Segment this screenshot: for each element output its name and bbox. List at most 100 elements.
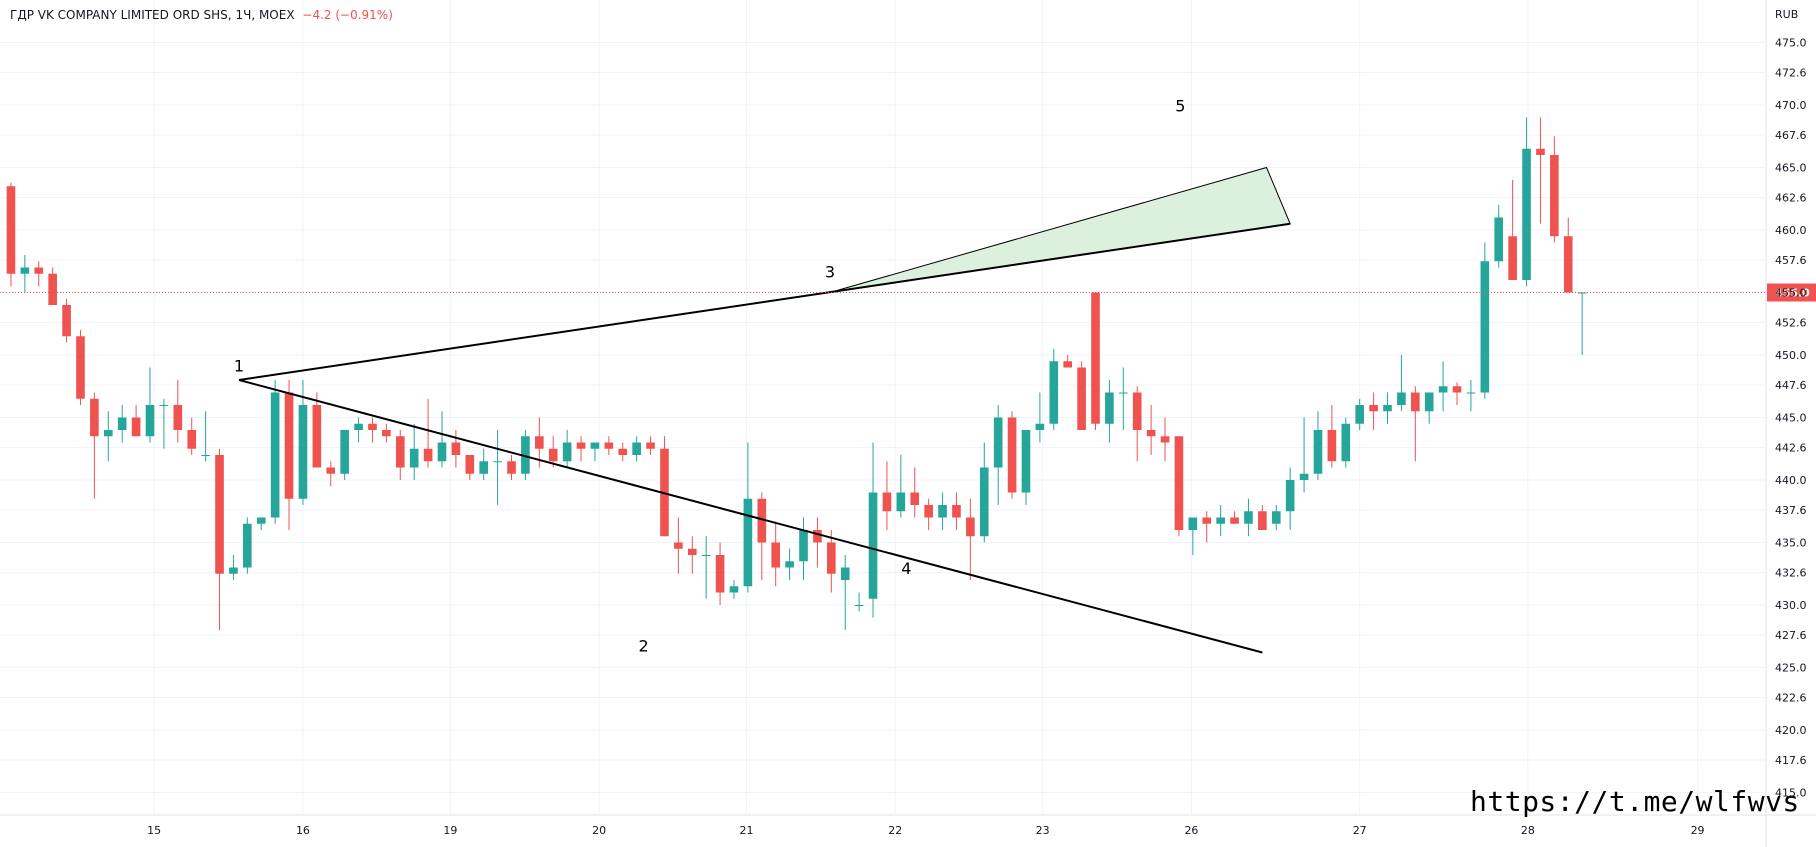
candle-body — [535, 436, 544, 449]
price-change: −4.2 (−0.91%) — [302, 8, 393, 22]
candle-body — [827, 542, 836, 574]
time-tick-label: 22 — [888, 824, 902, 837]
candle-body — [1174, 436, 1184, 530]
candle-body — [20, 267, 30, 274]
price-tick-label: 467.6 — [1775, 129, 1807, 142]
candle-body — [1035, 423, 1045, 430]
candle-body — [1327, 430, 1337, 462]
wave-label: 2 — [639, 636, 649, 655]
price-tick-label: 430.0 — [1775, 599, 1807, 612]
candle-body — [799, 530, 808, 562]
candle-body — [1160, 436, 1170, 443]
time-tick-label: 20 — [592, 824, 606, 837]
candle-body — [1271, 511, 1281, 524]
candle-body — [813, 530, 822, 543]
candle-body — [1355, 405, 1364, 424]
price-tick-label: 455.0 — [1775, 287, 1807, 300]
wave-label: 4 — [901, 559, 911, 578]
candle-body — [256, 517, 266, 524]
candle-body — [507, 461, 516, 474]
candle-body — [882, 492, 892, 512]
candle-body — [757, 498, 767, 543]
wave-label: 3 — [825, 263, 835, 282]
candle-body — [1313, 430, 1323, 474]
candle-body — [632, 442, 641, 455]
candle-body — [854, 605, 864, 606]
candle-body — [729, 586, 739, 593]
candle-body — [145, 405, 155, 437]
candle-body — [1021, 430, 1031, 493]
time-tick-label: 26 — [1184, 824, 1198, 837]
trendline — [238, 379, 1263, 654]
trendlines — [238, 222, 1291, 654]
candle-body — [1452, 386, 1462, 393]
price-tick-label: 470.0 — [1775, 99, 1807, 112]
candle-body — [173, 405, 183, 430]
wave-labels: 1 2 3 4 5 — [234, 96, 1186, 655]
candle-body — [910, 492, 920, 505]
candle-body — [548, 448, 558, 462]
candle-body — [674, 542, 683, 549]
wave-label: 5 — [1175, 96, 1185, 115]
candle-body — [1341, 423, 1351, 462]
candle-body — [117, 417, 127, 430]
time-tick-label: 23 — [1036, 824, 1050, 837]
candle-body — [1063, 361, 1073, 368]
candle-body — [993, 417, 1003, 468]
price-tick-label: 437.6 — [1775, 504, 1807, 517]
price-axis[interactable]: 475.0 472.6 470.0 467.6 465.0 462.6 460.0 457.6… — [1775, 8, 1807, 800]
currency-label: RUB — [1775, 8, 1798, 21]
candle-body — [1216, 517, 1225, 524]
candle-body — [1299, 473, 1309, 480]
candle-body — [701, 555, 711, 556]
candle-body — [938, 505, 947, 518]
candle-body — [1536, 148, 1545, 155]
candle-body — [1091, 292, 1100, 424]
price-tick-label: 472.6 — [1775, 67, 1807, 80]
symbol-name: ГДР VK COMPANY LIMITED ORD SHS — [10, 8, 228, 22]
candle-body — [382, 430, 391, 437]
candle-body — [354, 423, 363, 430]
candle-body — [896, 492, 906, 512]
price-tick-label: 445.0 — [1775, 412, 1807, 425]
candle-body — [1563, 236, 1573, 293]
candle-body — [743, 498, 753, 587]
candle-body — [715, 555, 725, 593]
candle-body — [1077, 367, 1086, 430]
price-tick-label: 420.0 — [1775, 724, 1807, 737]
time-tick-label: 27 — [1353, 824, 1367, 837]
candle-body — [1410, 392, 1420, 412]
candle-body — [493, 461, 502, 463]
price-tick-label: 457.6 — [1775, 254, 1807, 267]
candle-body — [1244, 511, 1253, 524]
time-tick-label: 29 — [1691, 824, 1705, 837]
candle-body — [479, 461, 489, 474]
price-tick-label: 427.6 — [1775, 629, 1807, 642]
price-tick-label: 417.6 — [1775, 754, 1807, 767]
candle-body — [1494, 217, 1504, 262]
time-axis[interactable]: 15 16 19 20 21 22 23 26 27 28 29 — [147, 824, 1704, 837]
candle-body — [48, 273, 57, 305]
price-tick-label: 432.6 — [1775, 567, 1807, 580]
price-tick-label: 425.0 — [1775, 662, 1807, 675]
candle-body — [6, 186, 16, 274]
candle-body — [521, 436, 530, 474]
candle-body — [1202, 517, 1212, 524]
time-tick-label: 16 — [296, 824, 310, 837]
candle-body — [1466, 392, 1476, 394]
symbol-legend: ГДР VK COMPANY LIMITED ORD SHS, 1Ч, MOEX… — [10, 8, 393, 22]
candle-body — [966, 517, 975, 537]
candle-body — [576, 442, 586, 449]
candlesticks — [6, 117, 1587, 630]
candle-body — [1146, 430, 1156, 437]
candle-body — [1049, 361, 1059, 424]
candle-body — [840, 567, 850, 580]
exchange-label: MOEX — [258, 8, 295, 22]
price-tick-label: 435.0 — [1775, 537, 1807, 550]
candle-body — [312, 405, 322, 468]
watermark-url: https://t.me/wlfwvs — [1470, 785, 1800, 818]
candle-body — [952, 505, 961, 518]
candle-body — [1258, 511, 1267, 530]
interval-label: 1Ч — [235, 8, 252, 22]
